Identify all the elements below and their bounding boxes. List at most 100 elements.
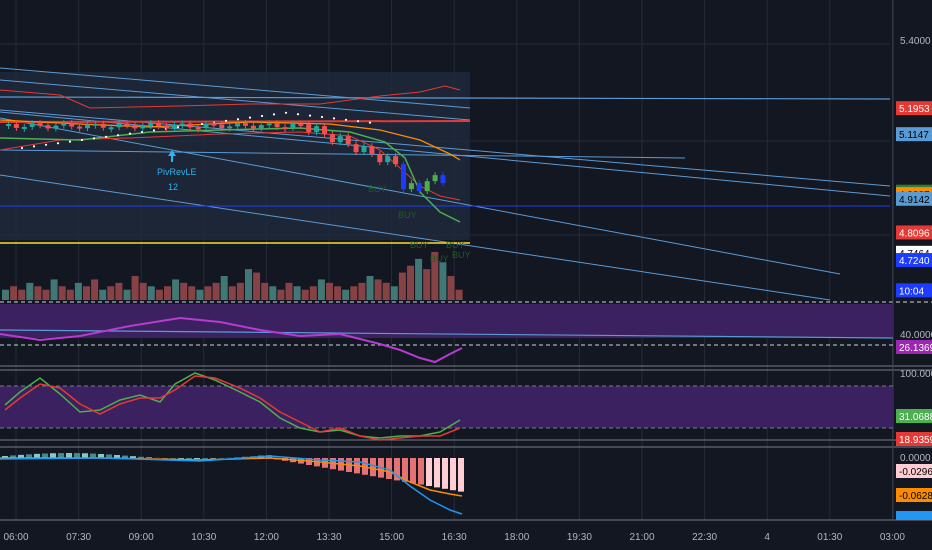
candle [53,125,59,129]
macd-panel[interactable] [0,453,464,515]
time-tick-label: 18:00 [504,532,529,543]
price-axis[interactable]: 5.4000 5.0000 5.19535.11474.93614.92874.… [896,36,932,520]
candle [92,123,98,126]
buy-signal: BUY [446,240,465,250]
price-panel[interactable]: PivRevLE 12 BUY BUY BUY BUY BUY BUY [0,67,891,301]
candle [322,126,327,135]
stoch-k-line [4,372,461,439]
macd-signal-badge [896,488,932,502]
rsi-last-value: 26.1369 [899,343,932,354]
price-badge-label: 5.1953 [899,104,930,115]
candle [393,156,399,165]
volume-bar [236,282,244,300]
macd-histogram-bar [90,453,96,458]
psar-dot [236,118,240,121]
price-badge-label: 10:04 [899,286,924,297]
trend-line [0,149,686,159]
macd-histogram-bar [434,458,440,488]
volume-bar [423,269,431,300]
psar-dot [224,119,228,122]
candle [37,123,43,126]
trend-line [0,127,461,223]
rsi-band [0,304,893,338]
volume-bar [66,289,74,300]
candle [282,127,288,130]
volume-bar [374,279,382,300]
candle [124,123,130,126]
macd-histogram-bar [34,453,40,458]
volume-bar [407,265,414,300]
psar-dot [332,117,336,120]
candle [195,127,201,130]
rsi-trend-line [0,329,894,339]
psar-dot [68,140,72,143]
volume-bar [50,279,58,300]
macd-hist-value: -0.0296 [899,467,932,478]
candle [306,124,312,133]
volume-bar [18,289,26,300]
macd-histogram-bar [114,454,120,458]
macd-histogram-bar [194,458,200,459]
psar-dot [272,113,276,116]
macd-histogram-bar [370,458,376,477]
macd-histogram-bar [186,458,192,459]
candle [345,136,351,145]
macd-histogram-bar [458,458,464,492]
macd-histogram-bar [106,454,112,458]
rsi-panel[interactable] [0,304,894,364]
price-badges: 5.19535.11474.93614.92874.91424.80964.74… [896,101,932,298]
time-tick-label: 06:00 [3,532,28,543]
psar-dot [260,114,264,118]
macd-histogram-bar [402,458,408,482]
candle [69,123,75,127]
candle [432,175,438,182]
volume-bar [91,279,99,300]
macd-histogram-bar [450,458,456,491]
annotation-pivrevle-count: 12 [168,182,178,192]
macd-histogram-bar [42,453,48,458]
psar-dot [320,115,324,119]
candle [132,124,138,129]
volume-bar [382,282,390,300]
psar-dot [80,138,84,142]
candle [211,123,217,126]
volume-bar [196,289,204,300]
buy-signal: BUY [430,254,449,264]
time-tick-label: 10:30 [191,532,216,543]
stoch-band [0,386,893,428]
macd-histogram-bar [130,456,136,458]
macd-histogram-bar [66,453,72,458]
candle [6,124,11,126]
volume-bar [317,279,325,300]
volume-bar [26,282,34,300]
candle [45,125,51,129]
trend-line [0,79,471,121]
buy-signal: BUY [398,210,417,220]
psar-dot [56,142,60,145]
candle [290,123,296,128]
volume-bar [447,276,455,300]
candle [235,123,241,127]
stochastic-panel[interactable] [0,372,893,441]
stoch-d-value: 18.9359 [899,435,932,446]
psar-dot [308,114,312,117]
time-tick-label: 03:00 [880,532,905,543]
time-axis[interactable]: 06:00 07:30 09:00 10:30 12:00 13:30 15:00 16:30… [3,532,905,543]
macd-histogram-bar [410,458,416,484]
volume-bar [115,282,123,300]
price-badge [896,191,932,206]
price-badge-label: 4.9142 [899,195,930,206]
candle [337,136,343,143]
macd-histogram-bar [82,453,88,458]
candle [140,126,146,129]
candle [353,144,359,153]
macd-histogram-bar [202,458,208,459]
volume-bar [107,286,115,300]
volume-bar [366,276,374,300]
volume-bar [326,282,333,300]
price-badge-label: 4.8096 [899,228,930,239]
psar-dot [116,134,120,137]
candle [179,123,185,126]
price-badge-label: 5.1147 [899,130,929,141]
